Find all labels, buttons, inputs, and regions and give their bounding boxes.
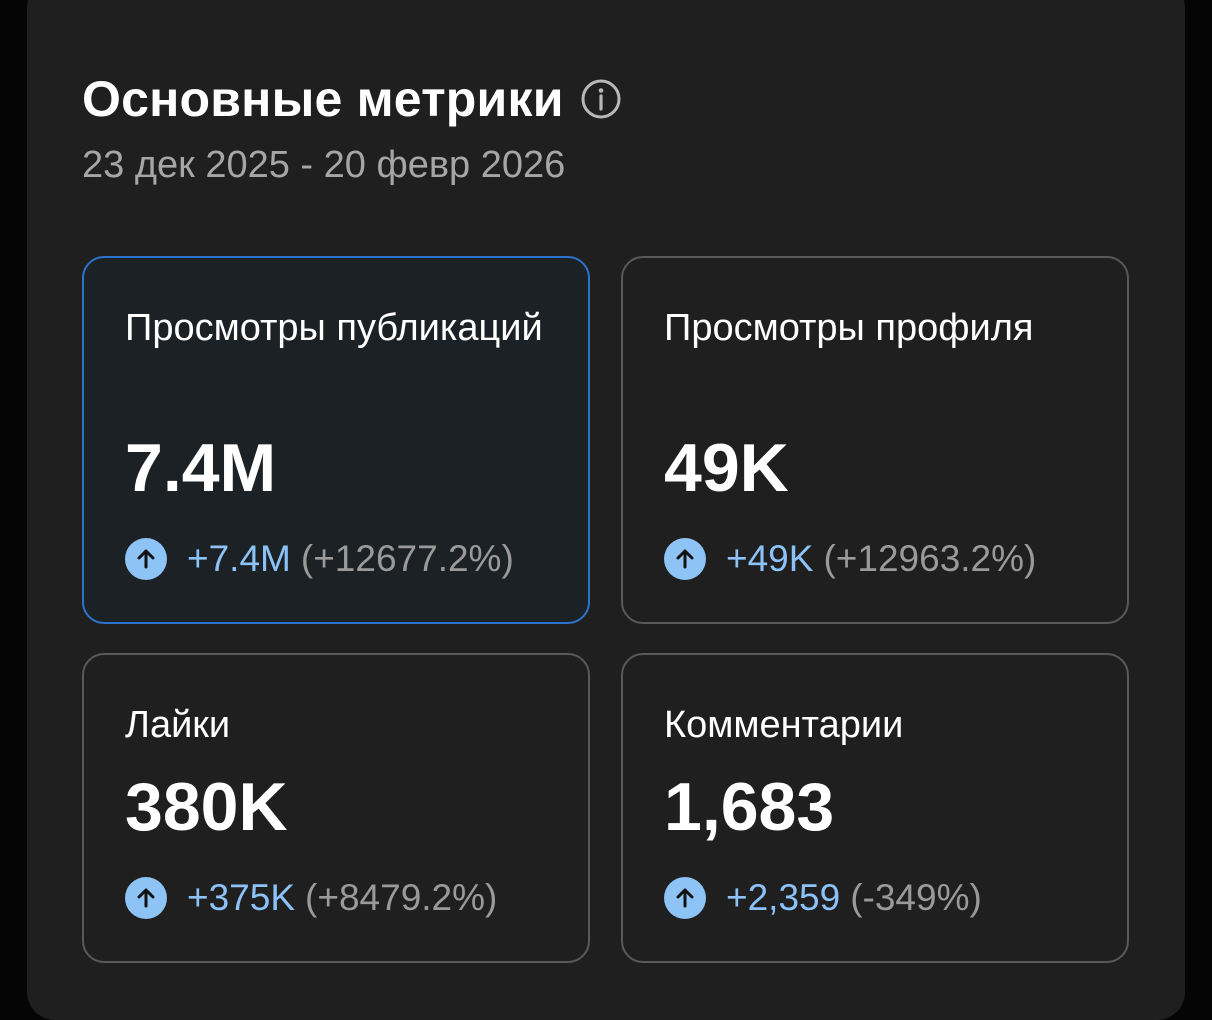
- metric-card-likes[interactable]: Лайки 380K +375K (+8479.2%): [82, 653, 590, 963]
- arrow-up-circle-icon: [125, 877, 167, 919]
- metric-value: 380K: [125, 769, 288, 845]
- metric-value: 1,683: [664, 769, 835, 845]
- info-icon[interactable]: [580, 78, 622, 120]
- metric-change-percent: (+8479.2%): [305, 877, 498, 918]
- date-range: 23 дек 2025 - 20 февр 2026: [82, 144, 566, 186]
- metric-change-row: +375K (+8479.2%): [125, 873, 497, 923]
- metric-change-row: +49K (+12963.2%): [664, 534, 1036, 584]
- metric-change-value: +375K: [187, 877, 296, 918]
- metric-value: 7.4M: [125, 430, 277, 506]
- metric-change-percent: (+12677.2%): [300, 538, 514, 579]
- arrow-up-circle-icon: [664, 538, 706, 580]
- metric-value: 49K: [664, 430, 789, 506]
- metric-label: Просмотры публикаций: [125, 307, 543, 349]
- metric-label: Комментарии: [664, 704, 904, 746]
- metric-change-value: +49K: [726, 538, 814, 579]
- metric-card-comments[interactable]: Комментарии 1,683 +2,359 (-349%): [621, 653, 1129, 963]
- metric-card-profile-views[interactable]: Просмотры профиля 49K +49K (+12963.2%): [621, 256, 1129, 624]
- metrics-header: Основные метрики: [82, 68, 622, 130]
- arrow-up-circle-icon: [125, 538, 167, 580]
- metric-label: Лайки: [125, 704, 231, 746]
- metric-card-post-views[interactable]: Просмотры публикаций 7.4M +7.4M (+12677.…: [82, 256, 590, 624]
- metric-change-percent: (+12963.2%): [823, 538, 1037, 579]
- metric-label: Просмотры профиля: [664, 307, 1034, 349]
- arrow-up-circle-icon: [664, 877, 706, 919]
- metric-change-percent: (-349%): [850, 877, 982, 918]
- metric-change-value: +2,359: [726, 877, 841, 918]
- metric-change-value: +7.4M: [187, 538, 291, 579]
- metric-change-row: +7.4M (+12677.2%): [125, 534, 514, 584]
- metric-change-row: +2,359 (-349%): [664, 873, 982, 923]
- page-title: Основные метрики: [82, 71, 564, 127]
